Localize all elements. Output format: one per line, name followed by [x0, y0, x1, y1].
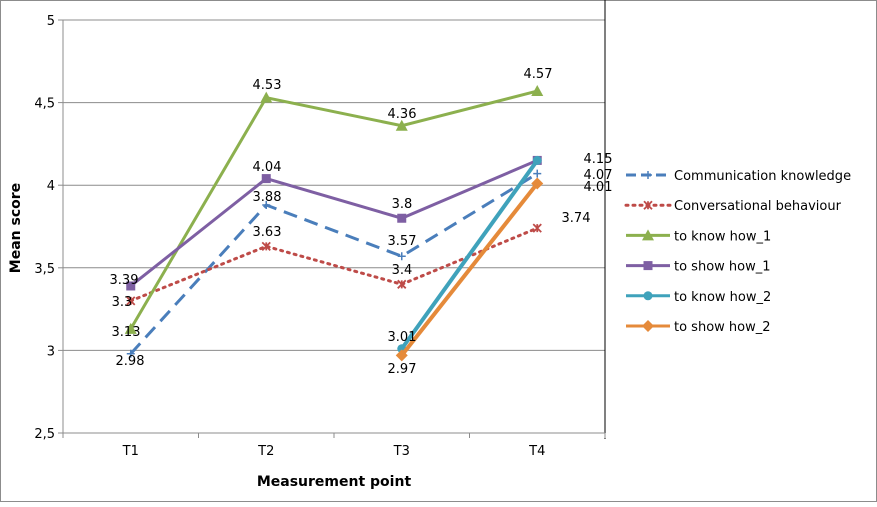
- series-line: [400, 182, 539, 357]
- triangle-marker: [642, 229, 654, 241]
- legend-item: to show how_2: [626, 320, 771, 335]
- data-label: 4.01: [584, 180, 613, 195]
- data-label: 3.01: [388, 330, 417, 345]
- plus-marker: [644, 171, 652, 179]
- star-marker: [126, 296, 136, 306]
- data-label: 3.39: [110, 273, 139, 288]
- triangle-marker: [260, 91, 273, 103]
- plus-marker: [262, 201, 271, 210]
- star-marker: [261, 241, 271, 251]
- series-to-know-how-2: [397, 155, 542, 354]
- data-label: 3.3: [112, 295, 133, 310]
- legend-item: to show how_1: [626, 260, 771, 275]
- series-to-know-how-1: [124, 85, 544, 334]
- data-label: 4.15: [584, 152, 613, 167]
- data-label: 3.4: [392, 263, 413, 278]
- data-label: 3.8: [392, 197, 413, 212]
- data-label: 4.07: [584, 168, 613, 183]
- diamond-marker: [395, 349, 408, 362]
- star-marker: [397, 279, 407, 289]
- legend-label: to show how_2: [674, 320, 771, 335]
- x-tick-label: T2: [257, 444, 274, 459]
- data-label: 4.36: [388, 107, 417, 122]
- y-tick-label: 3: [47, 344, 55, 359]
- diamond-marker: [531, 177, 544, 190]
- y-tick-label: 4,5: [34, 97, 55, 112]
- square-marker: [261, 174, 271, 184]
- square-marker: [643, 261, 653, 271]
- diamond-marker: [642, 320, 654, 332]
- legend-item: Communication knowledge: [626, 169, 851, 184]
- y-tick-label: 5: [47, 14, 55, 29]
- data-label: 4.04: [253, 160, 282, 175]
- legend-item: Conversational behaviour: [624, 199, 842, 214]
- data-label: 3.63: [253, 225, 282, 240]
- legend-label: to know how_2: [674, 290, 771, 305]
- data-label: 2.97: [388, 362, 417, 377]
- x-tick-label: T1: [122, 444, 139, 459]
- series-line: [129, 172, 539, 355]
- square-marker: [126, 281, 136, 291]
- series-line: [400, 159, 539, 350]
- circle-marker: [643, 291, 653, 301]
- circle-marker: [532, 155, 542, 165]
- legend-label: to know how_1: [674, 229, 771, 244]
- plus-marker: [126, 349, 135, 358]
- square-marker: [397, 213, 407, 223]
- data-label: 4.57: [524, 67, 553, 82]
- series-line: [129, 89, 538, 330]
- legend-label: Communication knowledge: [674, 169, 851, 184]
- data-label: 4.53: [253, 78, 282, 93]
- star-marker: [643, 200, 653, 210]
- x-tick-label: T4: [528, 444, 545, 459]
- x-axis-title: Measurement point: [257, 474, 412, 490]
- series-to-show-how-2: [395, 177, 544, 362]
- data-label: 2.98: [116, 354, 145, 369]
- triangle-marker: [395, 119, 408, 131]
- star-marker: [532, 223, 542, 233]
- y-axis-title: Mean score: [8, 183, 24, 273]
- legend-item: to know how_1: [626, 229, 771, 244]
- legend-item: to know how_2: [626, 290, 771, 305]
- data-label: 3.74: [562, 211, 591, 226]
- series-line: [129, 159, 538, 288]
- triangle-marker: [531, 85, 544, 97]
- y-tick-label: 2,5: [34, 427, 55, 442]
- series-communication-knowledge: [126, 169, 542, 358]
- legend-label: Conversational behaviour: [674, 199, 842, 214]
- plus-marker: [533, 169, 542, 178]
- legend-label: to show how_1: [674, 260, 771, 275]
- plus-marker: [397, 252, 406, 261]
- data-label: 3.57: [388, 234, 417, 249]
- y-tick-label: 4: [47, 179, 55, 194]
- data-label: 3.88: [253, 190, 282, 205]
- triangle-marker: [124, 322, 137, 334]
- y-tick-label: 3,5: [34, 262, 55, 277]
- x-tick-label: T3: [393, 444, 410, 459]
- data-label: 3.13: [112, 325, 141, 340]
